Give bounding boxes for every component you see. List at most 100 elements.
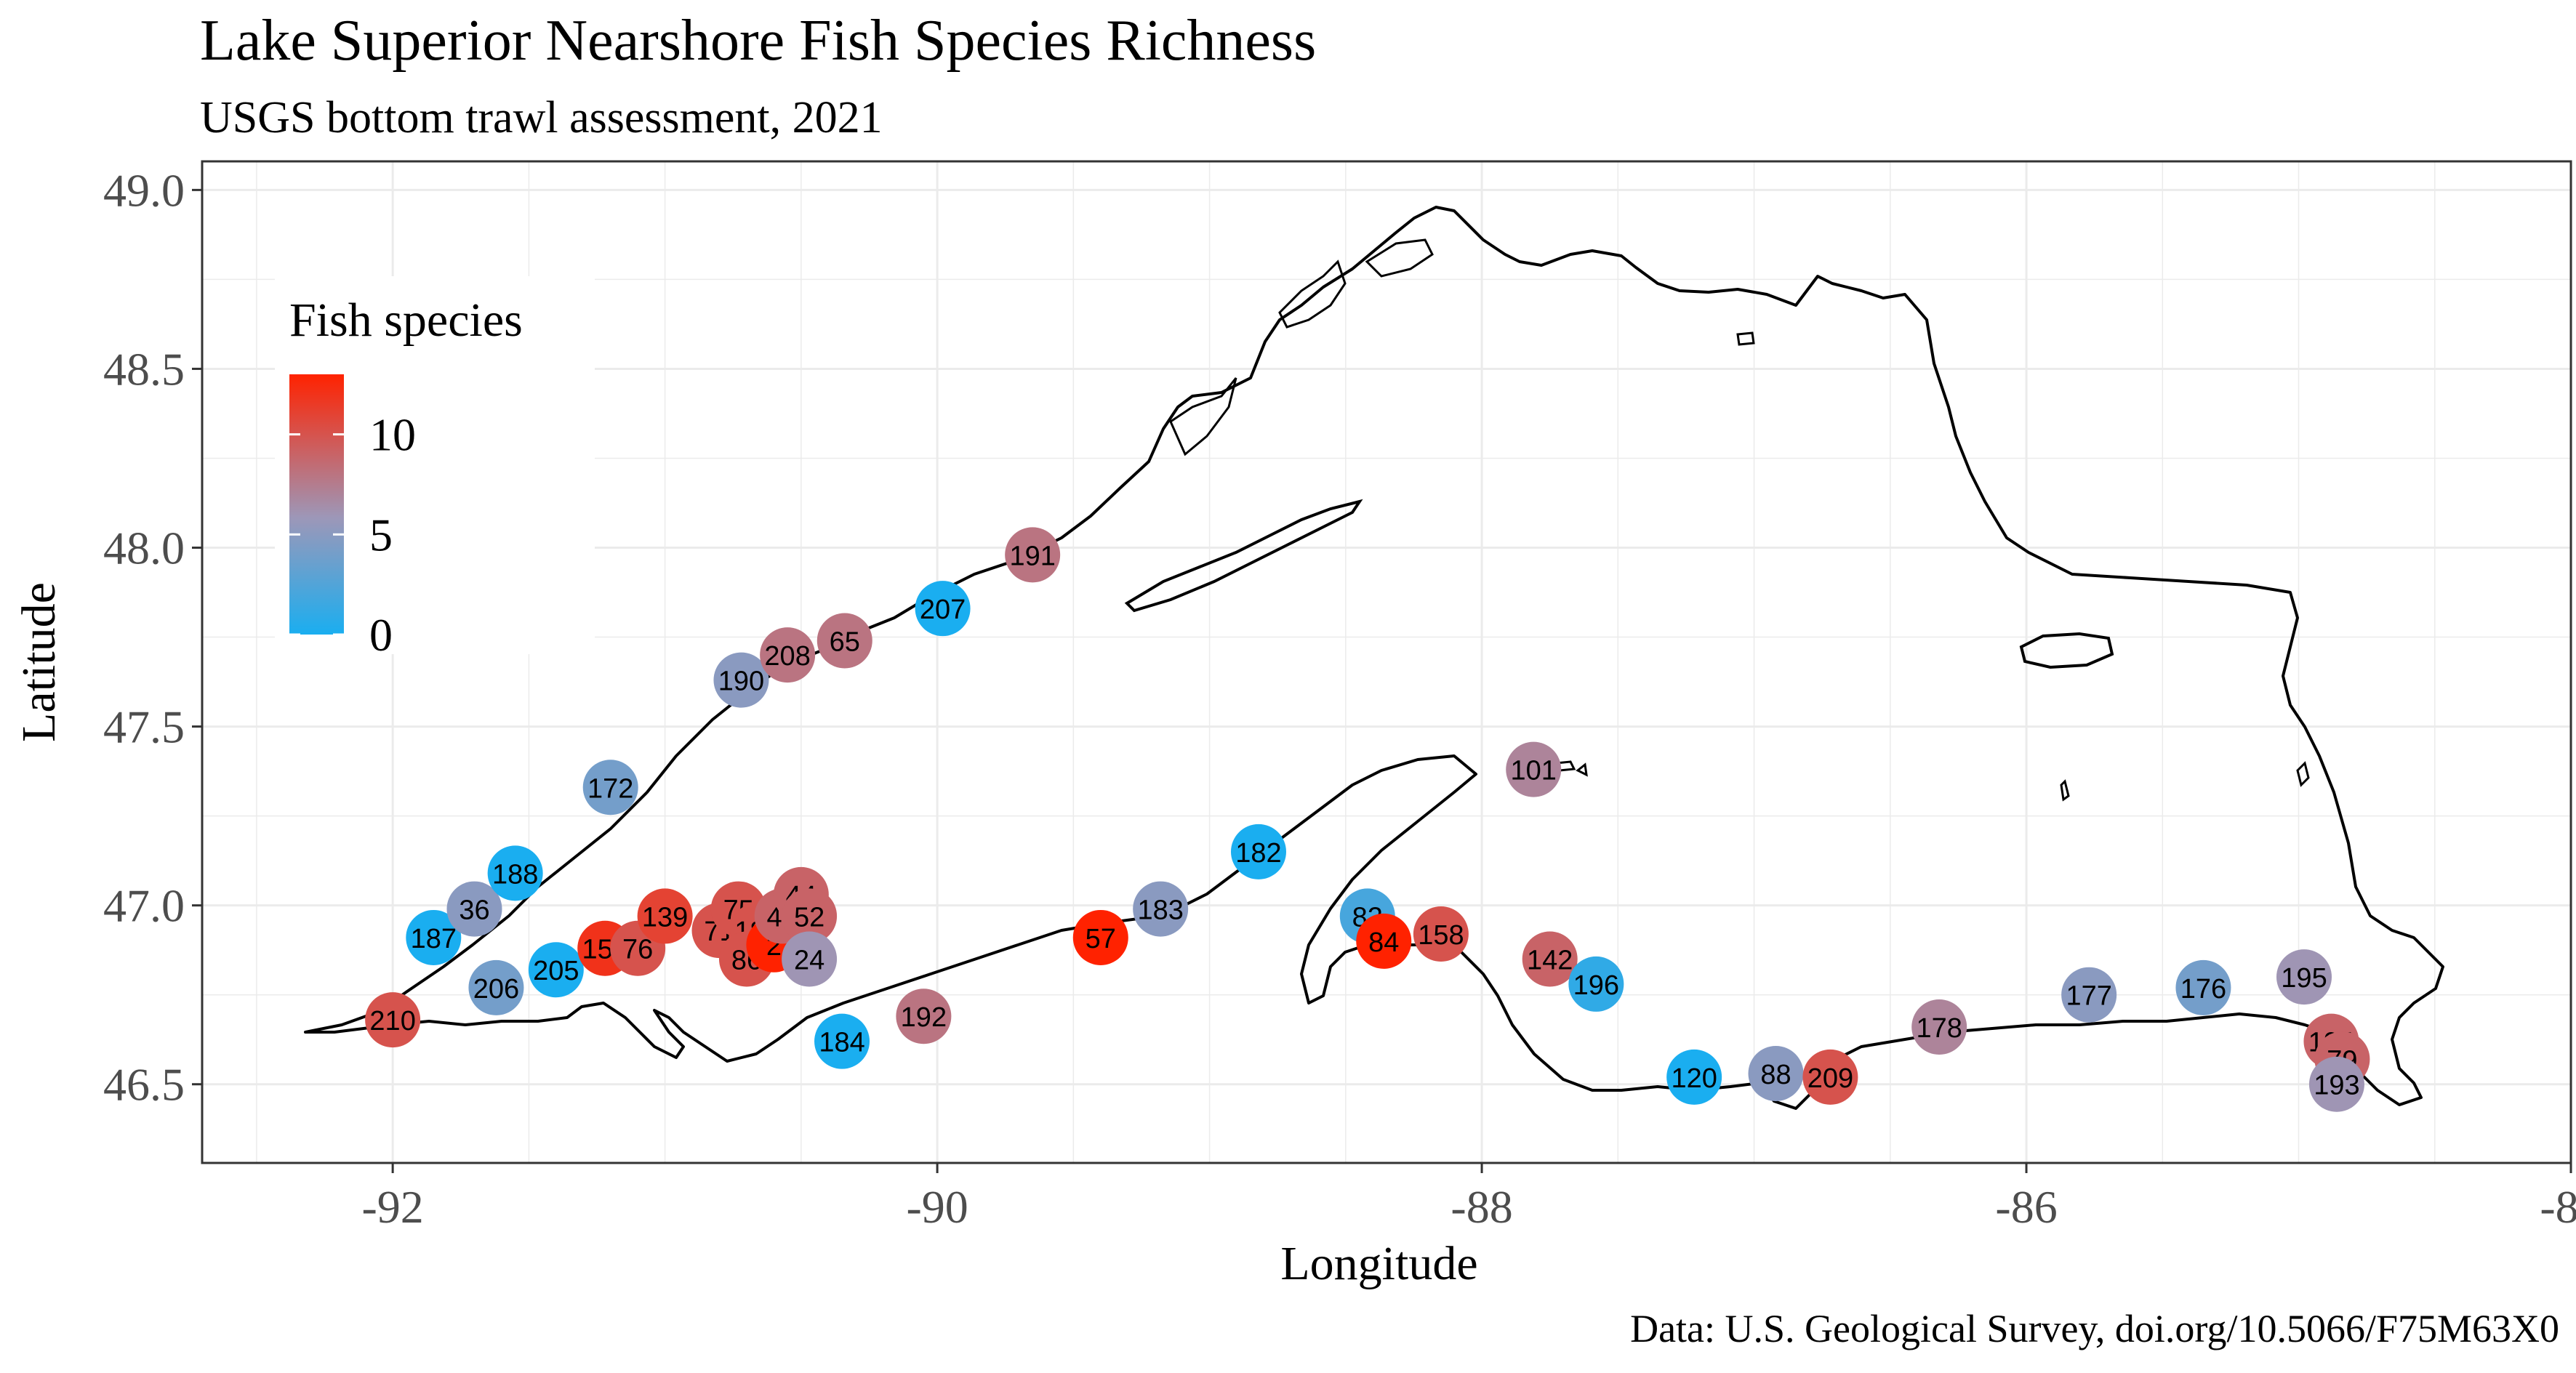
station-point[interactable] [2308,1056,2364,1112]
station-point[interactable] [782,931,838,987]
x-tick-label: -86 [1995,1181,2057,1233]
station-marker[interactable]: 84 [1356,913,1412,969]
station-label: 88 [1760,1060,1791,1090]
station-point[interactable] [446,881,502,937]
station-marker[interactable]: 178 [1911,999,1967,1055]
station-point[interactable] [406,909,462,965]
station-point[interactable] [1005,527,1061,583]
station-point[interactable] [1356,913,1412,969]
station-point[interactable] [1568,956,1624,1012]
x-tick-label: -92 [361,1181,423,1233]
station-marker[interactable]: 182 [1230,824,1286,879]
station-marker[interactable]: 183 [1133,881,1189,937]
station-label: 120 [1671,1063,1717,1094]
station-point[interactable] [713,652,769,708]
station-marker[interactable]: 176 [2175,959,2231,1015]
station-label: 182 [1235,838,1281,869]
station-label: 187 [411,924,457,954]
station-point[interactable] [896,989,952,1044]
station-marker[interactable]: 192 [896,989,952,1044]
station-label: 101 [1511,756,1557,786]
station-label: 192 [901,1002,947,1033]
panel-border [201,160,2572,1164]
x-tick-label: -88 [1450,1181,1512,1233]
y-tick-label: 46.5 [103,1059,185,1111]
station-point[interactable] [1413,906,1469,962]
station-point[interactable] [760,627,816,683]
station-label: 172 [587,773,633,804]
station-label: 142 [1527,945,1573,975]
station-label: 207 [920,595,966,625]
station-label: 205 [533,956,579,986]
y-axis: 46.5 47.0 47.5 48.0 48.5 49.0 [103,164,202,1111]
y-tick-label: 48.0 [103,523,185,574]
isle-royale [1124,499,1363,613]
station-point[interactable] [2175,959,2231,1015]
station-marker[interactable]: 188 [487,845,543,901]
station-point[interactable] [1911,999,1967,1055]
michipicoten-island [2019,632,2114,669]
station-point[interactable] [2276,949,2332,1005]
station-marker[interactable]: 158 [1413,906,1469,962]
panel-background [202,161,2571,1163]
station-point[interactable] [1072,909,1128,965]
station-point[interactable] [915,581,971,637]
station-marker[interactable]: 65 [816,613,872,669]
station-point[interactable] [2061,967,2117,1023]
legend-tick-label: 10 [369,409,416,461]
station-point[interactable] [1522,931,1578,987]
station-point[interactable] [365,992,421,1048]
station-label: 139 [642,902,688,933]
station-marker[interactable]: 207 [915,581,971,637]
legend-tick-label: 0 [369,609,393,661]
station-marker[interactable]: 36 [446,881,502,937]
station-point[interactable] [782,888,838,944]
station-marker[interactable]: 196 [1568,956,1624,1012]
station-point[interactable] [816,613,872,669]
y-tick-label: 49.0 [103,164,185,216]
station-marker[interactable]: 52 [782,888,838,944]
station-point[interactable] [1748,1045,1804,1101]
station-label: 24 [794,945,824,975]
station-marker[interactable]: 88 [1748,1045,1804,1101]
station-marker[interactable]: 193 [2308,1056,2364,1112]
station-marker[interactable]: 142 [1522,931,1578,987]
station-marker[interactable]: 206 [468,959,524,1015]
station-marker[interactable]: 191 [1005,527,1061,583]
station-marker[interactable]: 210 [365,992,421,1048]
station-point[interactable] [814,1013,870,1069]
station-marker[interactable]: 139 [637,888,693,944]
legend-colorbar [289,374,344,635]
station-marker[interactable]: 57 [1072,909,1128,965]
station-point[interactable] [637,888,693,944]
x-tick-label: -84 [2540,1181,2576,1233]
station-marker[interactable]: 184 [814,1013,870,1069]
station-label: 176 [2180,974,2226,1004]
station-point[interactable] [468,959,524,1015]
station-point[interactable] [1506,741,1562,797]
station-label: 52 [794,902,824,933]
station-marker[interactable]: 120 [1666,1049,1722,1105]
station-label: 57 [1086,924,1116,954]
station-point[interactable] [1666,1049,1722,1105]
station-marker[interactable]: 209 [1802,1049,1858,1105]
station-marker[interactable]: 177 [2061,967,2117,1023]
station-marker[interactable]: 208 [760,627,816,683]
station-marker[interactable]: 187 [406,909,462,965]
station-marker[interactable]: 101 [1506,741,1562,797]
station-marker[interactable]: 172 [582,760,638,816]
station-point[interactable] [1802,1049,1858,1105]
plot-panel: 2101873618820620517215776139717518786245… [201,160,2572,1164]
small-islands [1554,331,2310,802]
station-point[interactable] [528,942,584,998]
station-point[interactable] [487,845,543,901]
station-point[interactable] [1230,824,1286,879]
station-marker[interactable]: 24 [782,931,838,987]
station-marker[interactable]: 190 [713,652,769,708]
station-point[interactable] [1133,881,1189,937]
station-marker[interactable]: 205 [528,942,584,998]
station-marker[interactable]: 195 [2276,949,2332,1005]
station-label: 36 [459,895,489,926]
station-point[interactable] [582,760,638,816]
y-axis-label: Latitude [12,582,65,742]
